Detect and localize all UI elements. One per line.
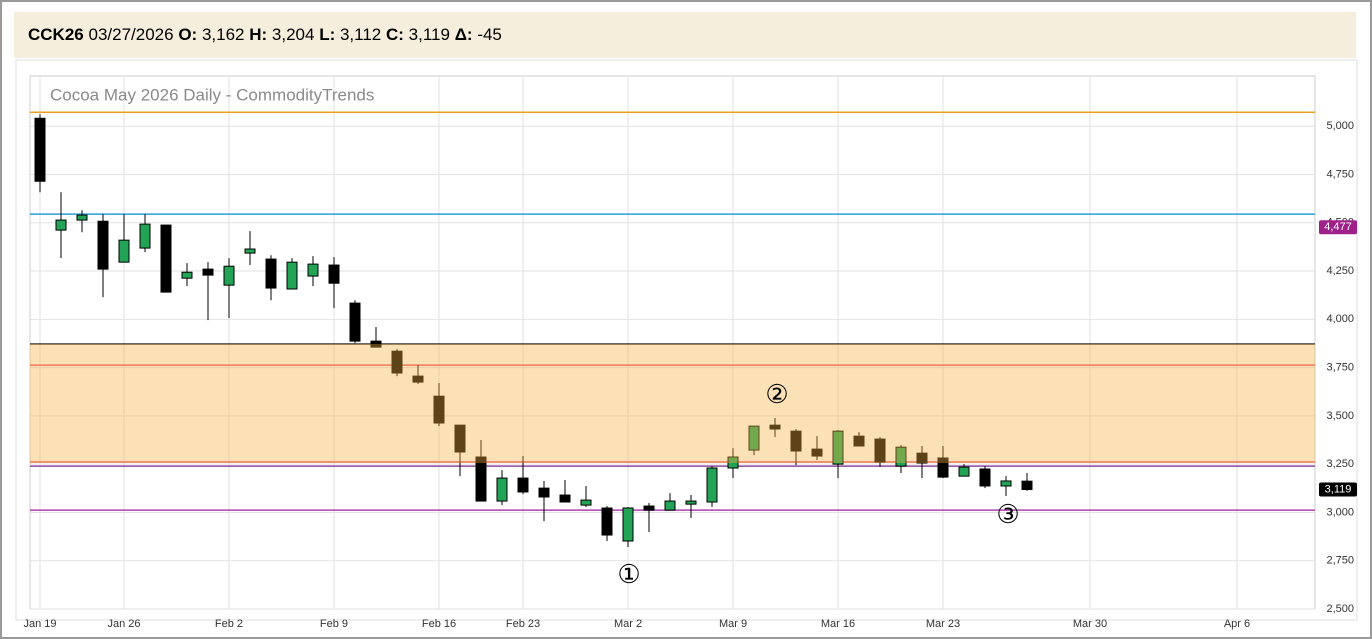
candle-body [1021,480,1033,490]
candle-body [97,220,109,270]
y-tick-label: 5,000 [1326,120,1354,132]
y-tick-label: 3,500 [1326,410,1354,422]
candle-body [181,271,193,279]
candle-body [769,424,781,430]
field-value: 3,112 [339,25,382,44]
x-tick-label: Apr 6 [1224,618,1250,630]
quote-header: CCK26 03/27/2026 O: 3,162 H: 3,204 L: 3,… [14,12,1356,58]
annotation: ② [765,379,788,409]
candle-body [664,500,676,511]
field-value: -45 [477,25,502,44]
candle-body [76,214,88,221]
y-tick-label: 3,250 [1326,458,1354,470]
candle-body [559,494,571,503]
field-label: L: [319,25,336,44]
candle-body [643,505,655,511]
field-label: Δ: [454,25,473,44]
candle-body [139,223,151,249]
x-tick-label: Jan 19 [23,618,56,630]
candle-body [895,446,907,467]
candle-body [370,340,382,348]
date: 03/27/2026 [88,25,174,44]
symbol: CCK26 [28,25,84,44]
candle-body [1000,480,1012,487]
x-tick-label: Mar 23 [926,618,960,630]
candle-body [55,219,67,231]
field-value: 3,119 [408,25,450,44]
price-tag-label: 4,477 [1324,221,1352,233]
candle-body [874,438,886,463]
x-tick-label: Feb 23 [506,618,540,630]
y-tick-label: 3,000 [1326,506,1354,518]
y-tick-label: 4,750 [1326,168,1354,180]
field-label: H: [249,25,268,44]
field-label: O: [178,25,198,44]
candle-body [685,500,697,505]
candle-body [433,395,445,424]
field-value: 3,204 [271,25,315,44]
candle-body [412,375,424,383]
candle-body [727,456,739,469]
y-tick-label: 2,500 [1326,603,1354,615]
candle-body [706,467,718,503]
candle-body [223,265,235,286]
price-tag [1319,482,1357,497]
candle-body [244,248,256,254]
candle-body [517,477,529,493]
candle-body [979,468,991,487]
candle-body [328,264,340,284]
x-tick-label: Feb 9 [320,618,348,630]
candle-body [307,263,319,277]
candle-body [286,261,298,290]
candle-body [34,117,46,182]
candle-body [916,452,928,464]
annotation: ① [617,559,640,589]
candle-body [349,302,361,342]
x-tick-label: Jan 26 [107,618,140,630]
candle-body [475,456,487,502]
candle-body [937,457,949,478]
candle-body [790,430,802,452]
candle-body [958,466,970,477]
x-tick-label: Mar 16 [821,618,855,630]
price-tag [1319,220,1357,235]
x-tick-label: Mar 30 [1073,618,1107,630]
candle-body [622,507,634,542]
x-tick-label: Feb 16 [422,618,456,630]
y-tick-label: 4,250 [1326,265,1354,277]
y-tick-label: 2,750 [1326,555,1354,567]
plot-area [29,75,1316,610]
candle-body [832,430,844,465]
chart-title: Cocoa May 2026 Daily - CommodityTrends [50,85,374,104]
candle-body [811,448,823,457]
candle-body [391,350,403,374]
candle-body [580,499,592,506]
field-label: C: [385,25,404,44]
x-tick-label: Feb 2 [215,618,243,630]
candle-body [601,507,613,536]
price-tag-label: 3,119 [1325,483,1352,495]
candle-body [538,487,550,498]
candle-body [160,224,172,293]
candle-body [496,477,508,502]
candle-body [853,435,865,447]
candle-body [265,258,277,289]
x-tick-label: Mar 9 [719,618,747,630]
y-tick-label: 4,000 [1326,313,1354,325]
x-tick-label: Mar 2 [614,618,642,630]
candle-body [748,425,760,451]
candle-body [202,268,214,276]
candle-body [454,424,466,453]
y-tick-label: 3,750 [1326,362,1354,374]
candle-body [118,239,130,263]
annotation: ③ [996,499,1019,529]
field-value: 3,162 [201,25,245,44]
zone [30,344,1315,464]
